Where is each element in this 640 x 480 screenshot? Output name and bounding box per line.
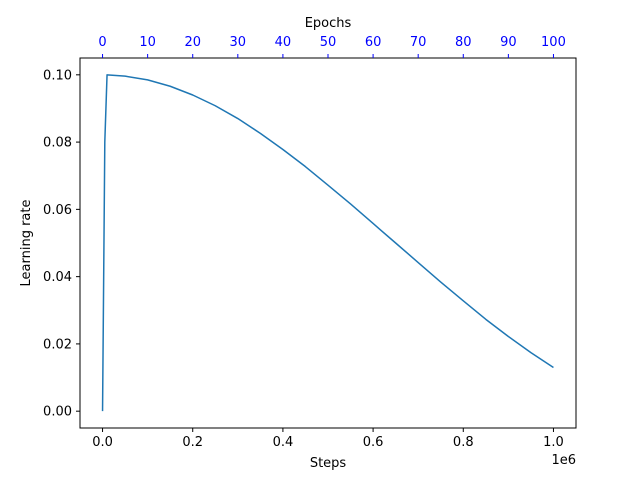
bottom-x-axis: 0.0 0.2 0.4 0.6 0.8 1.0 bbox=[92, 428, 564, 450]
top-tick-label: 20 bbox=[184, 35, 201, 50]
top-tick-label: 0 bbox=[98, 35, 106, 50]
y-tick-label: 0.04 bbox=[43, 270, 72, 285]
top-tick-label: 30 bbox=[230, 35, 247, 50]
x-tick-label: 0.6 bbox=[363, 435, 384, 450]
y-tick-label: 0.02 bbox=[43, 337, 72, 352]
top-tick-label: 90 bbox=[500, 35, 517, 50]
top-x-axis-label: Epochs bbox=[305, 16, 352, 31]
x-offset-label: 1e6 bbox=[551, 453, 576, 468]
y-tick-label: 0.00 bbox=[43, 405, 72, 420]
top-tick-label: 100 bbox=[541, 35, 566, 50]
x-tick-label: 0.0 bbox=[92, 435, 113, 450]
top-tick-label: 80 bbox=[455, 35, 472, 50]
y-axis-label: Learning rate bbox=[19, 200, 34, 287]
left-y-axis: 0.00 0.02 0.04 0.06 0.08 0.10 bbox=[43, 68, 80, 420]
x-tick-label: 0.8 bbox=[453, 435, 474, 450]
top-x-axis: 0 10 20 30 40 50 60 70 80 90 100 bbox=[98, 35, 566, 58]
y-tick-label: 0.10 bbox=[43, 68, 72, 83]
top-tick-label: 10 bbox=[139, 35, 156, 50]
y-tick-label: 0.08 bbox=[43, 136, 72, 151]
learning-rate-line bbox=[101, 74, 554, 412]
top-tick-label: 50 bbox=[320, 35, 337, 50]
y-tick-label: 0.06 bbox=[43, 203, 72, 218]
top-tick-label: 60 bbox=[365, 35, 382, 50]
x-axis-label: Steps bbox=[310, 456, 347, 471]
x-tick-label: 0.4 bbox=[273, 435, 294, 450]
x-tick-label: 1.0 bbox=[543, 435, 564, 450]
plot-area bbox=[80, 58, 576, 428]
top-tick-label: 70 bbox=[410, 35, 427, 50]
top-tick-label: 40 bbox=[275, 35, 292, 50]
x-tick-label: 0.2 bbox=[182, 435, 203, 450]
line-layer bbox=[101, 74, 554, 412]
